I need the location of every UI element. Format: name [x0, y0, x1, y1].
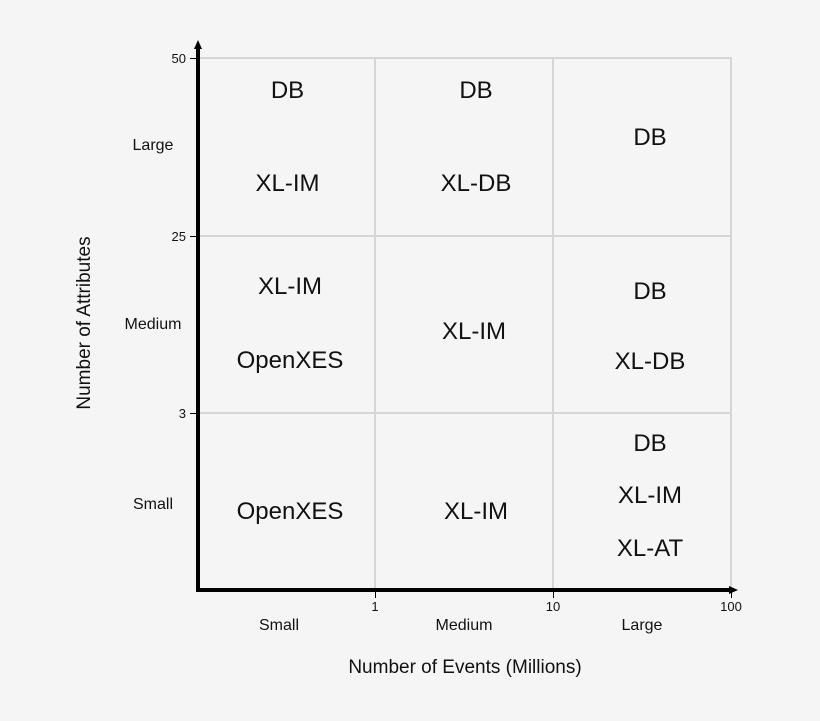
y-category-medium: Medium	[124, 316, 182, 333]
y-tick-mark-50	[190, 58, 198, 59]
x-tick-mark-1	[375, 590, 376, 598]
cell-item: XL-AT	[616, 535, 684, 562]
x-category-medium: Medium	[435, 617, 493, 634]
cell-large-attr-small-events: DB XL-IM	[200, 58, 375, 236]
cell-item: DB	[459, 77, 493, 104]
gridline-100	[730, 57, 732, 590]
cell-item: OpenXES	[236, 347, 344, 374]
y-tick-label-3: 3	[178, 406, 186, 421]
cell-small-attr-medium-events: XL-IM	[376, 413, 576, 590]
cell-small-attr-small-events: OpenXES	[200, 413, 380, 590]
y-tick-label-25: 25	[171, 229, 186, 244]
x-category-large: Large	[621, 617, 663, 634]
y-category-large: Large	[132, 137, 174, 154]
y-axis-arrow-icon	[194, 40, 202, 49]
cell-item: XL-IM	[255, 170, 320, 197]
gridline-50	[198, 57, 732, 59]
gridline-3	[198, 412, 732, 414]
gridline-10	[552, 57, 554, 590]
x-axis-title: Number of Events (Millions)	[348, 657, 582, 678]
x-tick-label-10: 10	[545, 599, 561, 614]
x-category-small: Small	[258, 617, 299, 634]
cell-item: XL-IM	[443, 498, 508, 525]
y-tick-label-50: 50	[171, 51, 186, 66]
y-tick-mark-3	[190, 413, 198, 414]
y-tick-mark-25	[190, 236, 198, 237]
cell-item: DB	[633, 430, 667, 457]
cell-item: DB	[270, 77, 305, 104]
y-category-small: Small	[132, 496, 173, 513]
cell-item: DB	[633, 278, 667, 305]
x-axis-arrow-icon	[729, 586, 738, 594]
x-tick-label-100: 100	[720, 599, 742, 614]
cell-medium-attr-medium-events: XL-IM	[374, 236, 574, 413]
y-axis-line	[196, 46, 200, 592]
cell-small-attr-large-events: DB XL-IM XL-AT	[550, 413, 750, 590]
cell-item: DB	[633, 124, 667, 151]
x-tick-mark-10	[553, 590, 554, 598]
y-axis-title: Number of Attributes	[74, 236, 95, 410]
cell-item: XL-IM	[617, 482, 682, 509]
gridline-25	[198, 235, 732, 237]
gridline-1	[374, 57, 376, 590]
cell-item: XL-DB	[614, 348, 686, 375]
cell-medium-attr-small-events: XL-IM OpenXES	[200, 236, 380, 413]
x-tick-mark-100	[731, 590, 732, 598]
cell-item: OpenXES	[236, 498, 344, 525]
cell-item: XL-DB	[440, 170, 512, 197]
x-tick-label-1: 1	[371, 599, 379, 614]
cell-item: XL-IM	[441, 318, 506, 345]
cell-large-attr-large-events: DB	[550, 58, 750, 236]
cell-large-attr-medium-events: DB XL-DB	[376, 58, 576, 236]
cell-medium-attr-large-events: DB XL-DB	[550, 236, 750, 413]
cell-item: XL-IM	[257, 273, 322, 300]
x-axis-line	[196, 588, 730, 592]
